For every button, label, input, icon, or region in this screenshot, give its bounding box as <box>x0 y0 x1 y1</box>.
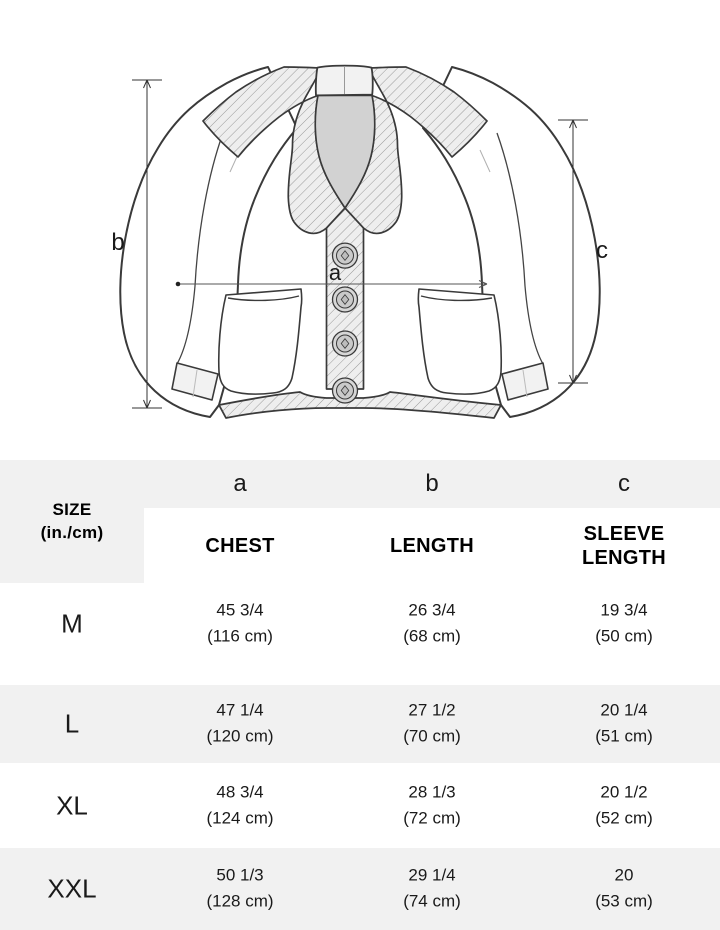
svg-text:b: b <box>111 229 124 256</box>
svg-text:c: c <box>596 237 608 264</box>
svg-text:a: a <box>329 260 342 285</box>
